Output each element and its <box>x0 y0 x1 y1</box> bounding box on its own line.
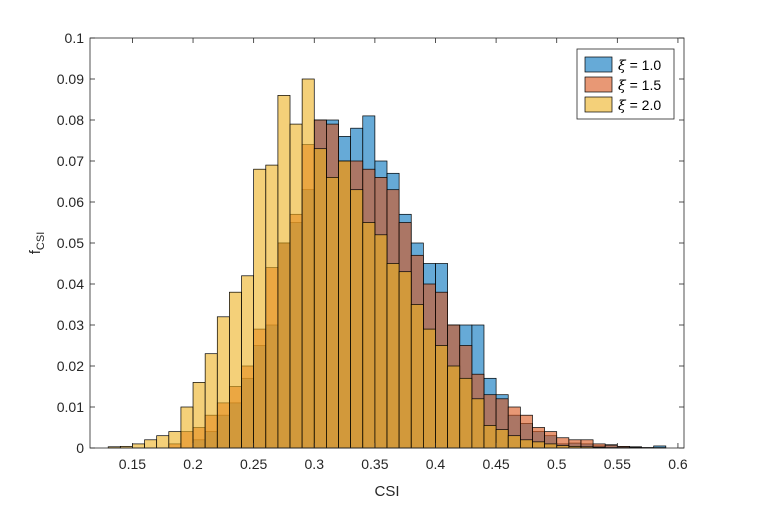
histogram-bar <box>216 316 230 449</box>
histogram-bar <box>495 429 509 449</box>
legend: ξ = 1.0ξ = 1.5ξ = 2.0 <box>576 48 675 120</box>
histogram-bar <box>483 425 497 449</box>
legend-label: ξ = 1.5 <box>618 77 661 94</box>
x-tick-label: 0.45 <box>482 456 509 472</box>
legend-label: ξ = 2.0 <box>618 97 661 114</box>
legend-symbol: ξ <box>618 98 627 114</box>
histogram-bar <box>386 263 400 449</box>
y-tick-label: 0.02 <box>57 358 84 374</box>
histogram-bar <box>204 353 218 449</box>
histogram-bar <box>132 443 145 449</box>
histogram-bar <box>471 398 485 449</box>
histogram-bar <box>289 123 303 449</box>
legend-label: ξ = 1.0 <box>618 57 661 74</box>
histogram-bar <box>265 164 279 449</box>
legend-symbol: ξ <box>618 58 627 74</box>
histogram-bar <box>544 443 558 449</box>
y-axis-label-subscript: CSI <box>35 232 47 250</box>
y-tick-label: 0.03 <box>57 317 84 333</box>
x-tick-label: 0.2 <box>183 456 203 472</box>
x-tick-label: 0.4 <box>426 456 446 472</box>
histogram-bar <box>156 435 170 449</box>
histogram-bar <box>398 271 412 449</box>
y-tick-label: 0.05 <box>57 235 84 251</box>
y-tick-label: 0.06 <box>57 194 84 210</box>
histogram-bar <box>301 78 315 449</box>
histogram-bar <box>410 304 424 449</box>
histogram-bar <box>326 177 339 449</box>
y-tick-label: 0.1 <box>65 30 85 46</box>
x-tick-label: 0.6 <box>668 456 688 472</box>
x-tick-label: 0.55 <box>604 456 631 472</box>
histogram-bar <box>313 148 327 449</box>
histogram-bar <box>180 406 194 449</box>
x-tick-label: 0.35 <box>361 456 388 472</box>
ticks-group: 0.15 0.2 0.25 0.3 0.35 0.4 0.45 0.5 0.55 0.6 0 0.01… <box>57 30 688 472</box>
histogram-bar <box>519 439 533 449</box>
histogram-bar <box>192 382 206 449</box>
legend-value: = 1.5 <box>626 77 662 93</box>
legend-swatch <box>584 96 613 113</box>
histogram-bar <box>277 95 291 449</box>
histogram-bar <box>423 328 436 449</box>
histogram-bar <box>362 222 376 449</box>
x-axis-label: CSI <box>374 483 399 500</box>
y-tick-label: 0.09 <box>57 71 84 87</box>
y-tick-label: 0 <box>76 440 84 456</box>
y-axis-label-main: f <box>27 249 44 254</box>
histogram-bar <box>241 275 254 449</box>
legend-value: = 2.0 <box>626 97 662 113</box>
histogram-bar <box>350 189 364 449</box>
y-axis-label: fCSI <box>27 232 47 255</box>
histogram-bar <box>507 435 521 449</box>
histogram-bar <box>435 345 448 449</box>
y-tick-label: 0.07 <box>57 153 84 169</box>
histogram-bar <box>459 377 473 449</box>
histogram-bar <box>374 234 388 449</box>
x-tick-label: 0.5 <box>547 456 567 472</box>
y-tick-label: 0.01 <box>57 399 84 415</box>
x-tick-label: 0.15 <box>119 456 146 472</box>
histogram-bar <box>338 160 351 449</box>
histogram-bar <box>229 291 242 449</box>
legend-symbol: ξ <box>618 78 627 94</box>
legend-value: = 1.0 <box>626 57 662 73</box>
histogram-bar <box>447 365 461 449</box>
y-tick-label: 0.08 <box>57 112 84 128</box>
histogram-bar <box>144 439 158 449</box>
histogram-bar <box>168 431 182 449</box>
x-tick-label: 0.25 <box>240 456 267 472</box>
x-tick-label: 0.3 <box>305 456 325 472</box>
histogram-bar <box>253 168 267 449</box>
y-tick-label: 0.04 <box>57 276 84 292</box>
histogram-bar <box>532 441 545 449</box>
legend-swatch <box>584 56 613 73</box>
legend-swatch <box>584 76 613 93</box>
